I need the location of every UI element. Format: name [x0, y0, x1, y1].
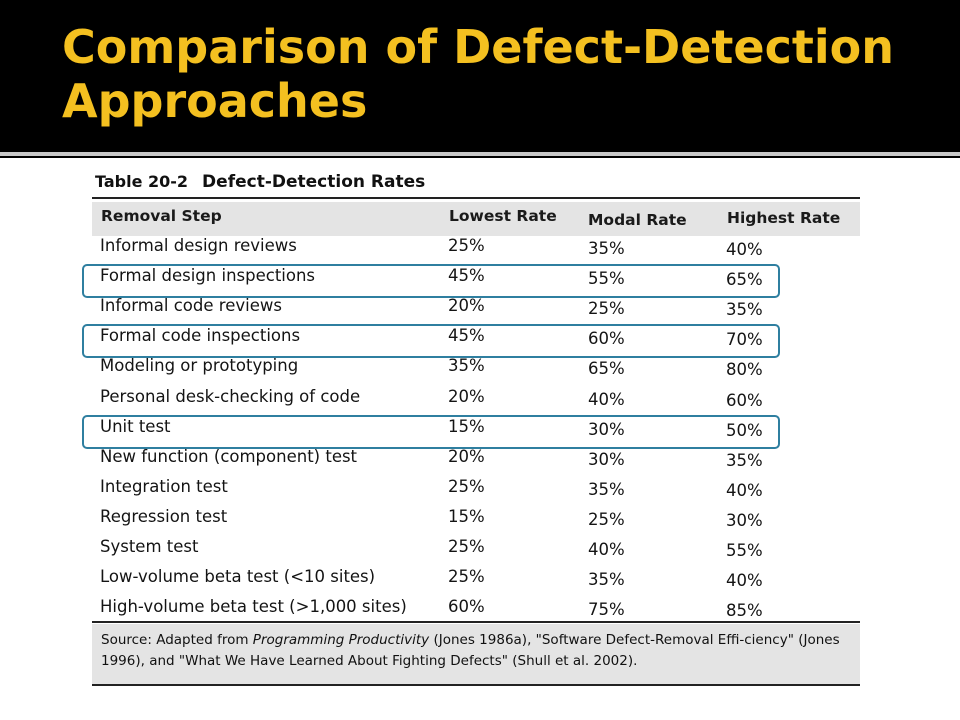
- row-highlight-box: [82, 414, 780, 449]
- cell-modal-rate: 75%: [588, 600, 625, 620]
- cell-highest-rate: 35%: [726, 300, 763, 320]
- header-removal-step: Removal Step: [101, 207, 222, 225]
- source-book-title: Programming Productivity: [252, 632, 430, 648]
- cell-lowest-rate: 25%: [448, 476, 485, 496]
- cell-modal-rate: 65%: [588, 359, 625, 379]
- cell-lowest-rate: 25%: [448, 567, 485, 587]
- table-title: Defect-Detection Rates: [202, 172, 426, 192]
- table-row: System test 25% 40% 55%: [0, 533, 960, 563]
- cell-modal-rate: 60%: [588, 329, 625, 349]
- cell-removal-step: New function (component) test: [100, 446, 358, 466]
- cell-lowest-rate: 45%: [448, 326, 485, 346]
- cell-highest-rate: 30%: [726, 510, 763, 530]
- cell-highest-rate: 50%: [726, 420, 763, 440]
- cell-lowest-rate: 15%: [448, 506, 485, 526]
- cell-removal-step: Formal code inspections: [100, 326, 301, 346]
- cell-lowest-rate: 45%: [448, 266, 485, 286]
- cell-highest-rate: 40%: [726, 480, 763, 500]
- source-note: Source: Adapted from Programming Product…: [101, 630, 851, 672]
- cell-modal-rate: 30%: [588, 419, 625, 439]
- header-modal-rate: Modal Rate: [588, 211, 687, 229]
- cell-removal-step: Informal code reviews: [100, 296, 282, 316]
- cell-removal-step: Regression test: [100, 506, 228, 526]
- table-row: Formal code inspections 45% 60% 70%: [0, 322, 960, 352]
- cell-lowest-rate: 20%: [448, 296, 485, 316]
- table-header-band: [92, 202, 860, 236]
- cell-lowest-rate: 35%: [448, 356, 485, 376]
- cell-removal-step: Formal design inspections: [100, 266, 316, 286]
- table-row: Informal code reviews 20% 25% 35%: [0, 292, 960, 322]
- source-prefix: Source: Adapted from: [101, 632, 253, 648]
- cell-highest-rate: 40%: [726, 571, 763, 591]
- source-rest: (Jones 1986a), "Software Defect-Removal …: [101, 632, 840, 669]
- cell-highest-rate: 60%: [726, 390, 763, 410]
- table-row: Low-volume beta test (<10 sites) 25% 35% 40…: [0, 563, 960, 593]
- cell-removal-step: Unit test: [100, 416, 171, 436]
- table-row: Personal desk-checking of code 20% 40% 60%: [0, 383, 960, 413]
- cell-highest-rate: 85%: [726, 601, 763, 621]
- cell-removal-step: Personal desk-checking of code: [100, 386, 361, 406]
- cell-removal-step: Modeling or prototyping: [100, 356, 299, 376]
- cell-removal-step: High-volume beta test (>1,000 sites): [100, 597, 407, 617]
- table-row: Regression test 15% 25% 30%: [0, 503, 960, 533]
- title-divider: [0, 152, 960, 156]
- cell-highest-rate: 65%: [726, 270, 763, 290]
- table-number: Table 20-2: [95, 172, 189, 191]
- cell-removal-step: Integration test: [100, 476, 228, 496]
- table-row: Formal design inspections 45% 55% 65%: [0, 262, 960, 292]
- cell-highest-rate: 40%: [726, 240, 763, 259]
- cell-modal-rate: 30%: [588, 449, 625, 469]
- row-highlight-box: [82, 264, 780, 299]
- slide-title-line-1: Comparison of Defect-Detection: [62, 20, 894, 74]
- table-row: New function (component) test 20% 30% 35%: [0, 443, 960, 473]
- table-row: Informal design reviews 25% 35% 40%: [0, 232, 960, 262]
- cell-lowest-rate: 25%: [448, 236, 485, 255]
- cell-removal-step: System test: [100, 537, 199, 556]
- cell-modal-rate: 40%: [588, 389, 625, 409]
- cell-lowest-rate: 15%: [448, 416, 485, 436]
- cell-lowest-rate: 20%: [448, 446, 485, 466]
- table-row: High-volume beta test (>1,000 sites) 60% 7…: [0, 593, 960, 623]
- cell-modal-rate: 35%: [588, 239, 625, 258]
- cell-lowest-rate: 25%: [448, 537, 485, 556]
- source-bottom-rule: [92, 684, 860, 686]
- table-caption: Table 20-2 Defect-Detection Rates: [95, 172, 425, 192]
- row-highlight-box: [82, 324, 780, 359]
- source-top-rule: [92, 621, 860, 623]
- cell-lowest-rate: 60%: [448, 597, 485, 617]
- cell-highest-rate: 80%: [726, 360, 763, 380]
- header-lowest-rate: Lowest Rate: [449, 207, 557, 225]
- cell-modal-rate: 25%: [588, 299, 625, 319]
- table-row: Modeling or prototyping 35% 65% 80%: [0, 352, 960, 382]
- header-highest-rate: Highest Rate: [727, 209, 841, 227]
- slide-title: Comparison of Defect-Detection Approache…: [62, 20, 922, 128]
- cell-modal-rate: 25%: [588, 509, 625, 529]
- cell-modal-rate: 40%: [588, 540, 625, 559]
- cell-modal-rate: 35%: [588, 479, 625, 499]
- cell-modal-rate: 35%: [588, 570, 625, 590]
- source-band: [92, 624, 860, 684]
- slide-title-line-2: Approaches: [62, 74, 368, 128]
- table-row: Unit test 15% 30% 50%: [0, 413, 960, 443]
- cell-removal-step: Informal design reviews: [100, 236, 297, 255]
- cell-highest-rate: 55%: [726, 541, 763, 560]
- table-row: Integration test 25% 35% 40%: [0, 473, 960, 503]
- cell-removal-step: Low-volume beta test (<10 sites): [100, 567, 376, 587]
- cell-highest-rate: 35%: [726, 450, 763, 470]
- cell-modal-rate: 55%: [588, 269, 625, 289]
- cell-lowest-rate: 20%: [448, 386, 485, 406]
- cell-highest-rate: 70%: [726, 330, 763, 350]
- table-top-rule: [92, 197, 860, 199]
